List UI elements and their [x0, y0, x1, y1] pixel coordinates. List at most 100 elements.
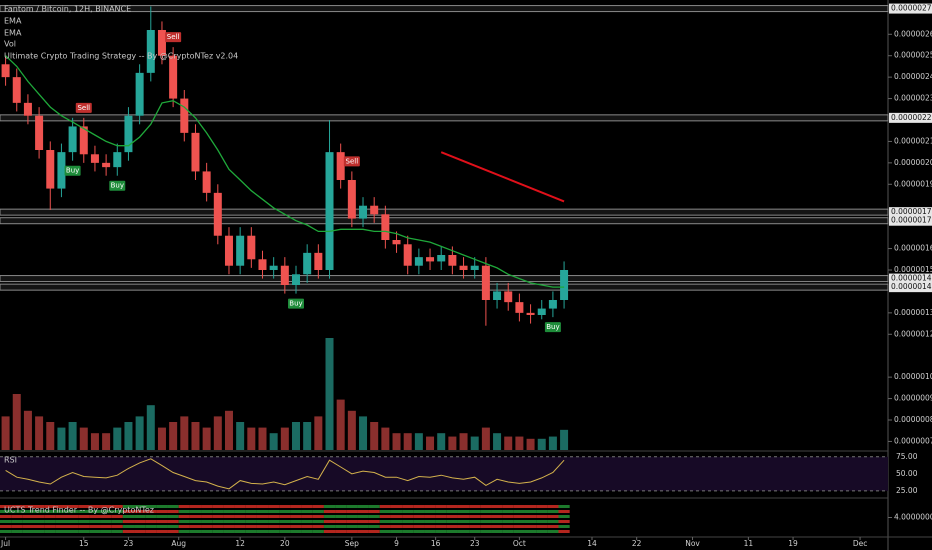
trend-stripe — [100, 530, 112, 533]
trend-stripe — [346, 520, 358, 523]
candle-body — [169, 55, 178, 99]
trend-stripe — [469, 510, 481, 513]
trend-stripe — [89, 510, 101, 513]
candle-body — [325, 152, 334, 270]
trend-stripe — [78, 505, 90, 508]
trend-stripe — [11, 520, 23, 523]
trend-stripe — [268, 510, 280, 513]
trend-stripe — [201, 510, 213, 513]
trend-stripe — [0, 505, 12, 508]
y-tick-label: 0.00000080 — [894, 415, 932, 424]
y-tick-label: 0.00000160 — [894, 244, 932, 253]
candle-body — [113, 152, 122, 168]
trend-stripe — [357, 525, 369, 528]
trend-stripe — [111, 510, 123, 513]
trend-stripe — [0, 530, 12, 533]
trend-stripe — [279, 510, 291, 513]
trend-stripe — [547, 515, 559, 518]
trend-stripe — [89, 520, 101, 523]
volume-bar — [169, 422, 178, 450]
volume-bar — [560, 429, 569, 450]
candle-body — [224, 235, 233, 266]
trend-stripe — [78, 530, 90, 533]
x-tick-label: Aug — [171, 539, 186, 548]
trend-stripe — [212, 510, 224, 513]
trend-stripe — [89, 525, 101, 528]
level-zone — [0, 275, 889, 283]
level-label-box — [889, 273, 932, 284]
volume-bar — [325, 338, 334, 450]
signal-badge — [288, 298, 304, 309]
trend-stripe — [480, 510, 492, 513]
trend-stripe — [402, 520, 414, 523]
trend-stripe — [480, 525, 492, 528]
trend-stripe — [513, 525, 525, 528]
volume-bar — [426, 436, 435, 450]
trend-stripe — [44, 510, 56, 513]
y-tick-label: 0.00000210 — [894, 136, 932, 145]
trend-stripe — [323, 525, 336, 528]
trend-stripe — [435, 515, 447, 518]
trend-stripe — [279, 515, 291, 518]
trend-stripe — [245, 530, 257, 533]
volume-bar — [135, 416, 144, 450]
volume-bar — [12, 394, 21, 450]
level-label-box — [889, 215, 932, 226]
trend-stripe — [290, 515, 302, 518]
trend-stripe — [156, 520, 168, 523]
trend-stripe — [368, 505, 380, 508]
y-tick-label: 0.00000100 — [894, 372, 932, 381]
volume-bar — [347, 410, 356, 450]
trend-stripe — [558, 505, 570, 508]
trend-stripe — [457, 510, 470, 513]
trend-stripe — [368, 515, 380, 518]
trend-stripe — [122, 520, 135, 523]
volume-bar — [258, 427, 267, 450]
trend-stripe — [234, 510, 246, 513]
candle-body — [336, 152, 345, 180]
y-tick-label: 0.00000120 — [894, 329, 932, 338]
trend-stripe — [178, 505, 190, 508]
trend-stripe — [234, 505, 246, 508]
trend-stripe — [301, 520, 313, 523]
candle-body — [548, 300, 557, 309]
trend-stripe — [67, 530, 79, 533]
trend-stripe — [78, 515, 90, 518]
trend-stripe — [435, 505, 447, 508]
trend-stripe — [469, 520, 481, 523]
trend-stripe — [424, 525, 436, 528]
trend-stripe — [513, 530, 525, 533]
trend-stripe — [435, 525, 447, 528]
trend-stripe — [100, 525, 112, 528]
trend-stripe — [357, 520, 369, 523]
signal-badge — [64, 165, 81, 176]
candle-body — [269, 265, 278, 270]
volume-bar — [35, 416, 44, 450]
trend-stripe — [189, 515, 202, 518]
trend-stripe — [312, 515, 324, 518]
signal-label: Buy — [66, 167, 79, 175]
trend-stripe — [435, 530, 447, 533]
trend-stripe — [111, 530, 123, 533]
trend-stripe — [212, 520, 224, 523]
trend-stripe — [245, 505, 257, 508]
trend-stripe — [67, 510, 79, 513]
trend-stripe — [402, 525, 414, 528]
trend-stripe — [22, 525, 34, 528]
x-tick-label: Dec — [853, 539, 868, 548]
candle-body — [124, 115, 133, 153]
candle-body — [537, 308, 546, 315]
y-tick-label: 0.00000260 — [894, 29, 932, 38]
y-tick-label: 0.00000200 — [894, 158, 932, 167]
volume-bar — [504, 436, 513, 450]
trend-stripe — [524, 515, 537, 518]
trend-stripe — [536, 520, 548, 523]
volume-bar — [381, 427, 390, 450]
trend-stripe — [223, 520, 235, 523]
trend-stripe — [301, 510, 313, 513]
trend-stripe — [390, 510, 403, 513]
y-tick-label: 0.00000090 — [894, 394, 932, 403]
trend-stripe — [256, 505, 269, 508]
trend-stripe — [402, 505, 414, 508]
x-tick-label: 16 — [431, 539, 441, 548]
